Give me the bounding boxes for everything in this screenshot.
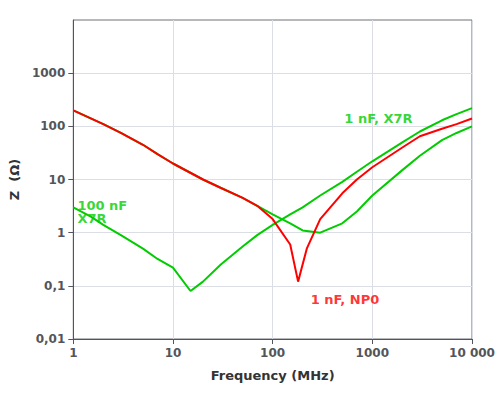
svg-text:X7R: X7R bbox=[77, 211, 106, 226]
svg-text:10 000: 10 000 bbox=[449, 346, 495, 360]
svg-text:0,1: 0,1 bbox=[44, 279, 65, 293]
svg-text:100: 100 bbox=[260, 346, 285, 360]
svg-text:1: 1 bbox=[57, 226, 65, 240]
svg-text:100: 100 bbox=[40, 119, 65, 133]
svg-text:1: 1 bbox=[69, 346, 77, 360]
svg-text:100 nF: 100 nF bbox=[77, 197, 128, 213]
svg-text:10: 10 bbox=[49, 173, 66, 187]
svg-text:1000: 1000 bbox=[32, 66, 65, 80]
svg-text:1000: 1000 bbox=[356, 346, 389, 360]
svg-text:Z (Ω): Z (Ω) bbox=[7, 159, 22, 200]
svg-text:10: 10 bbox=[165, 346, 182, 360]
svg-text:1 nF, X7R: 1 nF, X7R bbox=[344, 111, 412, 126]
svg-text:Frequency (MHz): Frequency (MHz) bbox=[211, 368, 335, 383]
svg-text:0,01: 0,01 bbox=[36, 332, 66, 346]
svg-text:1 nF, NP0: 1 nF, NP0 bbox=[311, 292, 380, 307]
